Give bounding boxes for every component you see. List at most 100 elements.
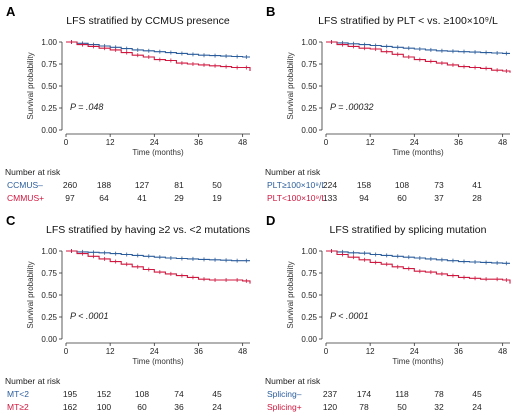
y-tick-label: 0.75 bbox=[41, 269, 57, 278]
risk-count: 29 bbox=[174, 193, 184, 203]
x-axis-label: Time (months) bbox=[392, 148, 444, 157]
km-panel-d: D LFS stratified by splicing mutation 0.00… bbox=[265, 213, 511, 412]
p-value: P = .048 bbox=[70, 102, 103, 112]
y-tick-label: 0.75 bbox=[301, 60, 317, 69]
risk-row-label: PLT≥100×10⁹/L bbox=[267, 180, 326, 190]
risk-table-title: Number at risk bbox=[5, 167, 61, 177]
survival-curve-low-risk bbox=[66, 250, 250, 262]
panel-title: LFS stratified by CCMUS presence bbox=[66, 15, 230, 27]
x-tick-label: 12 bbox=[366, 138, 375, 147]
risk-count: 94 bbox=[359, 193, 369, 203]
y-tick-label: 0.50 bbox=[301, 82, 317, 91]
risk-count: 37 bbox=[434, 193, 444, 203]
risk-count: 32 bbox=[434, 402, 444, 412]
x-axis-label: Time (months) bbox=[132, 357, 184, 366]
km-panel-c: C LFS stratified by having ≥2 vs. <2 muta… bbox=[5, 213, 251, 412]
risk-count: 224 bbox=[323, 180, 337, 190]
x-tick-label: 24 bbox=[150, 347, 159, 356]
x-tick-label: 48 bbox=[498, 347, 507, 356]
y-tick-label: 1.00 bbox=[41, 38, 57, 47]
x-tick-label: 36 bbox=[194, 138, 203, 147]
risk-row-label: MT≥2 bbox=[7, 402, 29, 412]
risk-count: 152 bbox=[97, 389, 111, 399]
risk-count: 78 bbox=[359, 402, 369, 412]
risk-count: 73 bbox=[434, 180, 444, 190]
risk-count: 100 bbox=[97, 402, 111, 412]
panel-letter: A bbox=[6, 4, 16, 19]
risk-count: 24 bbox=[472, 402, 482, 412]
y-tick-label: 0.00 bbox=[301, 126, 317, 135]
y-tick-label: 0.50 bbox=[41, 82, 57, 91]
risk-count: 108 bbox=[135, 389, 149, 399]
x-tick-label: 48 bbox=[498, 138, 507, 147]
y-tick-label: 0.50 bbox=[301, 291, 317, 300]
x-tick-label: 48 bbox=[238, 347, 247, 356]
y-axis-label: Survival probability bbox=[286, 52, 295, 119]
panel-letter: B bbox=[266, 4, 275, 19]
y-tick-label: 0.00 bbox=[41, 335, 57, 344]
risk-count: 108 bbox=[395, 180, 409, 190]
risk-count: 50 bbox=[397, 402, 407, 412]
y-tick-label: 0.75 bbox=[301, 269, 317, 278]
risk-count: 260 bbox=[63, 180, 77, 190]
x-tick-label: 36 bbox=[454, 138, 463, 147]
risk-count: 81 bbox=[174, 180, 184, 190]
x-tick-label: 0 bbox=[64, 138, 69, 147]
risk-count: 120 bbox=[323, 402, 337, 412]
risk-count: 41 bbox=[137, 193, 147, 203]
x-tick-label: 12 bbox=[106, 138, 115, 147]
risk-row-label: PLT<100×10⁹/L bbox=[267, 193, 327, 203]
x-tick-label: 0 bbox=[64, 347, 69, 356]
risk-table-title: Number at risk bbox=[265, 376, 321, 386]
x-tick-label: 0 bbox=[324, 347, 329, 356]
risk-count: 188 bbox=[97, 180, 111, 190]
risk-count: 60 bbox=[397, 193, 407, 203]
y-axis-label: Survival probability bbox=[26, 261, 35, 328]
risk-count: 24 bbox=[212, 402, 222, 412]
x-axis-label: Time (months) bbox=[392, 357, 444, 366]
risk-count: 45 bbox=[212, 389, 222, 399]
risk-row-label: CMMUS+ bbox=[7, 193, 44, 203]
y-tick-label: 1.00 bbox=[301, 247, 317, 256]
risk-table-title: Number at risk bbox=[5, 376, 61, 386]
panel-title: LFS stratified by having ≥2 vs. <2 mutat… bbox=[46, 224, 250, 236]
risk-count: 97 bbox=[65, 193, 75, 203]
x-tick-label: 12 bbox=[366, 347, 375, 356]
risk-count: 118 bbox=[395, 389, 409, 399]
risk-row-label: Splicing+ bbox=[267, 402, 302, 412]
km-panel-b: B LFS stratified by PLT < vs. ≥100×10⁹/L 0… bbox=[265, 4, 511, 203]
y-axis-label: Survival probability bbox=[26, 52, 35, 119]
risk-count: 45 bbox=[472, 389, 482, 399]
y-axis-label: Survival probability bbox=[286, 261, 295, 328]
km-panel-a: A LFS stratified by CCMUS presence 0.00 0.2… bbox=[5, 4, 251, 203]
risk-count: 50 bbox=[212, 180, 222, 190]
risk-table-title: Number at risk bbox=[265, 167, 321, 177]
y-tick-label: 0.25 bbox=[301, 313, 317, 322]
panel-title: LFS stratified by PLT < vs. ≥100×10⁹/L bbox=[318, 15, 498, 27]
risk-count: 158 bbox=[357, 180, 371, 190]
x-axis-label: Time (months) bbox=[132, 148, 184, 157]
risk-count: 64 bbox=[99, 193, 109, 203]
risk-count: 74 bbox=[174, 389, 184, 399]
risk-count: 19 bbox=[212, 193, 222, 203]
risk-count: 127 bbox=[135, 180, 149, 190]
y-tick-label: 1.00 bbox=[41, 247, 57, 256]
risk-row-label: Splicing– bbox=[267, 389, 302, 399]
x-tick-label: 12 bbox=[106, 347, 115, 356]
survival-curve-high-risk bbox=[326, 41, 511, 73]
panel-letter: D bbox=[266, 213, 275, 228]
panel-title: LFS stratified by splicing mutation bbox=[330, 224, 487, 236]
panel-letter: C bbox=[6, 213, 16, 228]
survival-curve-high-risk bbox=[66, 250, 251, 284]
y-tick-label: 0.50 bbox=[41, 291, 57, 300]
y-tick-label: 0.00 bbox=[41, 126, 57, 135]
y-tick-label: 1.00 bbox=[301, 38, 317, 47]
p-value: P = .00032 bbox=[330, 102, 373, 112]
risk-count: 195 bbox=[63, 389, 77, 399]
p-value: P < .0001 bbox=[330, 311, 368, 321]
risk-count: 162 bbox=[63, 402, 77, 412]
x-tick-label: 36 bbox=[194, 347, 203, 356]
x-tick-label: 24 bbox=[410, 347, 419, 356]
risk-count: 28 bbox=[472, 193, 482, 203]
